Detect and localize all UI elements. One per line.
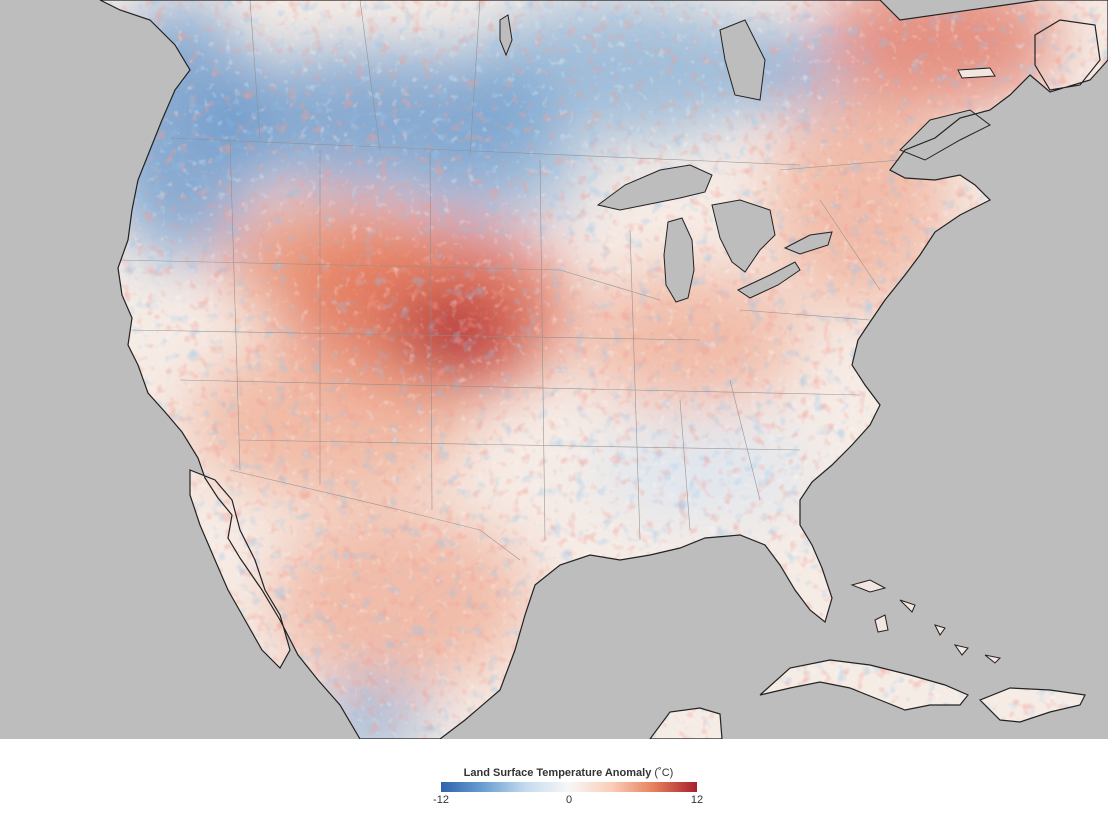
caribbean-islets [850,67,1002,664]
lake-huron [711,199,776,273]
lake-erie [736,261,801,299]
temperature-anomaly-map [0,0,1108,739]
gulf-st-lawrence [899,109,991,161]
lake-michigan [663,217,695,303]
legend-unit: (˚C) [654,767,674,779]
james-bay [719,19,766,101]
legend-title: Land Surface Temperature Anomaly (˚C) [400,767,737,779]
legend-min-label: -12 [433,794,449,806]
legend-mid-label: 0 [565,794,573,806]
legend-title-text: Land Surface Temperature Anomaly [463,767,652,779]
legend-max-label: 12 [690,794,704,806]
lake-ontario [783,231,833,255]
state-borders [119,0,901,561]
legend-color-bar [441,782,697,792]
great-lakes [499,14,991,303]
lake-winnipeg [499,14,513,57]
map-canvas [99,0,1108,739]
lake-superior [596,164,713,211]
legend: Land Surface Temperature Anomaly (˚C) -1… [0,739,1108,831]
